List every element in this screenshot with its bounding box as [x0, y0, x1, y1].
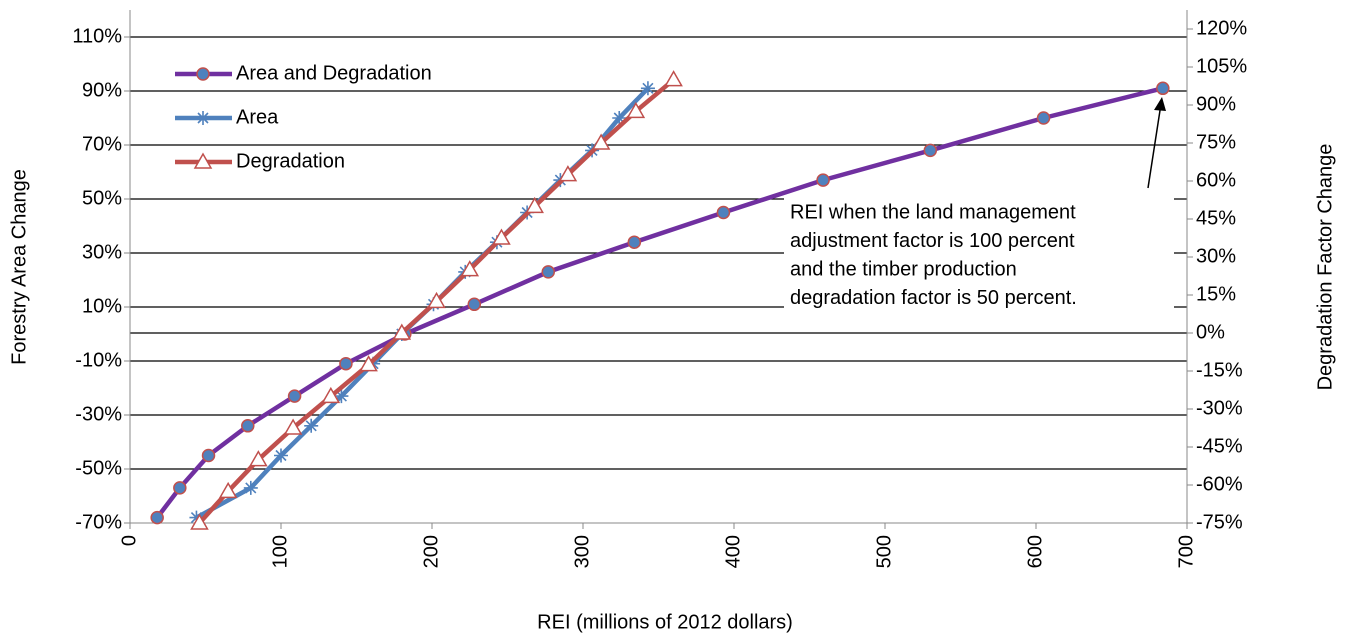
y-tick-label: -30%	[75, 403, 122, 425]
data-point	[923, 143, 938, 158]
data-point	[640, 81, 655, 96]
data-point	[274, 448, 288, 463]
data-point	[1036, 111, 1051, 125]
data-point	[218, 481, 238, 499]
y2-tick-label: 105%	[1196, 55, 1247, 77]
y2-tick-label: 60%	[1196, 169, 1236, 191]
data-point	[558, 165, 578, 182]
x-axis-title: REI (millions of 2012 dollars)	[537, 611, 793, 633]
data-point	[321, 386, 341, 404]
x-tick-label: 600	[1024, 535, 1046, 568]
data-point	[150, 510, 164, 525]
data-point	[201, 448, 216, 463]
data-point	[189, 510, 204, 525]
x-tick-label: 500	[873, 535, 895, 568]
x-tick-label: 0	[118, 535, 140, 546]
y2-tick-label: 45%	[1196, 207, 1236, 229]
annotation: adjustment factor is 100 percent	[790, 230, 1075, 252]
x-tick-label: 400	[722, 535, 744, 568]
data-point	[304, 418, 319, 433]
legend-label: Degradation	[236, 150, 345, 172]
annotation-arrow	[1147, 103, 1162, 189]
data-point	[591, 133, 611, 150]
y-tick-label: 30%	[82, 241, 122, 263]
y-tick-label: 90%	[82, 79, 122, 101]
data-point	[664, 70, 683, 87]
data-point	[287, 389, 302, 403]
data-point	[612, 111, 627, 125]
data-point	[392, 323, 412, 340]
legend-marker	[193, 152, 213, 169]
data-point	[626, 101, 646, 119]
data-point	[243, 480, 258, 495]
data-point	[816, 173, 830, 187]
y-axis-title: Forestry Area Change	[8, 169, 30, 365]
data-point	[627, 235, 642, 249]
y-tick-label: -50%	[75, 457, 122, 479]
y-tick-label: 10%	[82, 295, 122, 317]
x-tick-label: 200	[420, 535, 442, 568]
data-point	[525, 196, 544, 214]
y2-tick-label: 75%	[1196, 131, 1236, 153]
y2-tick-label: -15%	[1196, 359, 1243, 381]
y-tick-label: 50%	[82, 187, 122, 209]
y2-tick-label: 15%	[1196, 283, 1236, 305]
x-tick-label: 300	[571, 535, 593, 568]
y2-tick-label: -75%	[1196, 511, 1243, 533]
data-point	[427, 291, 446, 309]
data-point	[460, 260, 480, 277]
data-point	[283, 418, 303, 435]
y2-tick-label: 0%	[1196, 321, 1225, 343]
y-tick-label: -10%	[75, 349, 122, 371]
y2-tick-label: 120%	[1196, 17, 1247, 39]
data-point	[492, 228, 511, 245]
y-tick-label: -70%	[75, 511, 122, 533]
data-point	[716, 205, 731, 220]
data-point	[190, 513, 209, 530]
y2-tick-label: 90%	[1196, 93, 1236, 115]
data-point	[359, 355, 378, 372]
annotation: REI when the land management	[790, 201, 1076, 223]
data-point	[339, 356, 353, 371]
legend-marker	[196, 67, 210, 81]
data-point	[334, 389, 349, 404]
y-tick-label: 110%	[72, 25, 122, 47]
y-tick-label: 70%	[82, 133, 122, 155]
data-point	[241, 419, 255, 433]
data-point	[541, 265, 556, 279]
data-point	[1156, 81, 1170, 96]
legend-label: Area and Degradation	[236, 62, 432, 84]
data-point	[249, 450, 268, 467]
x-tick-label: 100	[269, 535, 291, 568]
y2-tick-label: -30%	[1196, 397, 1243, 419]
annotation: and the timber production	[790, 258, 1017, 280]
y2-tick-label: 30%	[1196, 245, 1236, 267]
data-point	[467, 297, 482, 312]
legend-label: Area	[236, 106, 279, 128]
x-tick-label: 700	[1175, 535, 1197, 568]
y2-tick-label: -60%	[1196, 473, 1243, 495]
y2-axis-title: Degradation Factor Change	[1314, 144, 1336, 391]
annotation-bg	[784, 197, 1174, 315]
y2-tick-label: -45%	[1196, 435, 1243, 457]
arrow-head	[1154, 97, 1166, 111]
annotation: degradation factor is 50 percent.	[790, 287, 1077, 309]
data-point	[173, 481, 187, 495]
legend-marker	[196, 111, 210, 125]
